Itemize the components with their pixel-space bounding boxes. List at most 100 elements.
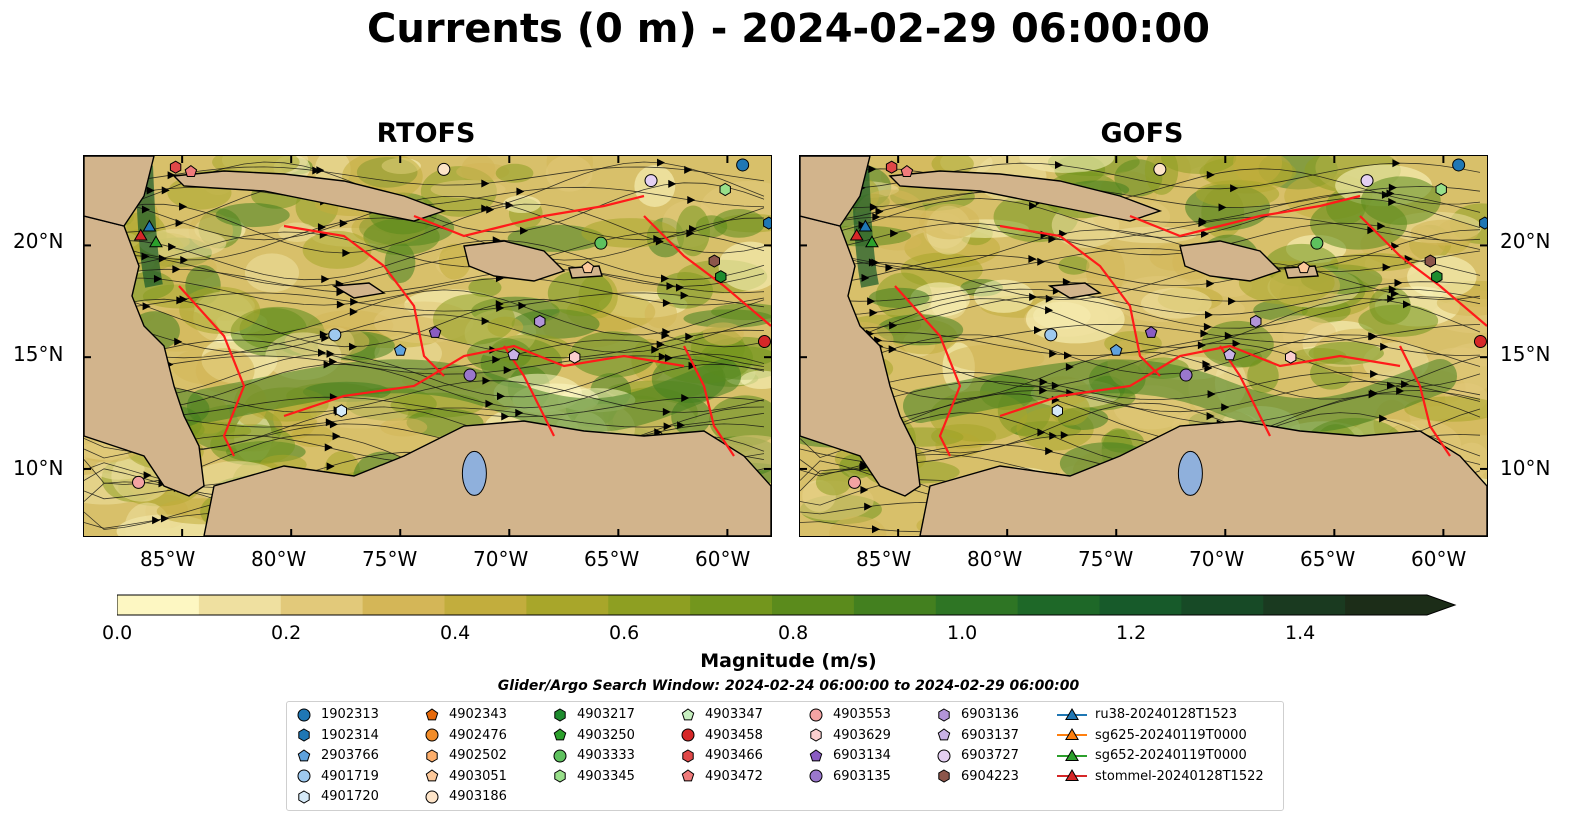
float-marker-4901720 (1051, 404, 1063, 418)
colorbar-segment (772, 595, 855, 615)
legend-triangle-icon (1065, 728, 1079, 740)
legend-label: 4903345 (577, 768, 635, 784)
float-marker-4903333 (594, 236, 608, 250)
float-marker-6903136 (1250, 314, 1262, 328)
map-canvas (84, 156, 771, 536)
streamline-arrow (492, 355, 501, 364)
streamline-arrow (1200, 329, 1209, 338)
legend-pentagon-icon (809, 748, 823, 761)
legend-label: 6903136 (961, 707, 1019, 722)
map-panel-gofs[interactable] (799, 155, 1488, 537)
colorbar-segment (935, 595, 1019, 615)
streamline (84, 289, 765, 336)
speed-patch (709, 395, 771, 446)
streamline-arrow (1045, 306, 1054, 315)
streamline (84, 396, 765, 418)
map-panel-rtofs[interactable] (83, 155, 772, 537)
lon-label-65-left: 65°W (584, 547, 640, 571)
legend-label: sg652-20240119T0000 (1095, 748, 1247, 763)
streamline-arrow (326, 462, 335, 471)
panel-title-rtofs: RTOFS (376, 118, 476, 149)
streamline-arrow (872, 525, 881, 534)
legend: 1902313 1902314 2903766 4901719 4901720 49023… (286, 701, 1284, 811)
streamline (800, 216, 1481, 241)
streamline-arrow (172, 265, 181, 274)
streamline-arrow (1382, 263, 1391, 272)
streamline-arrow (486, 205, 495, 214)
legend-item-4903250: 4903250 (551, 726, 635, 746)
colorbar-segment (1345, 595, 1428, 615)
lon-label-85-right: 85°W (856, 547, 912, 571)
streamline (84, 268, 765, 294)
speed-patch (511, 309, 600, 339)
streamline-arrow (1034, 326, 1043, 335)
streamline-arrow (663, 422, 672, 431)
colorbar-tick-3: 0.6 (609, 622, 640, 644)
south-america-land (919, 420, 1487, 536)
colorbar-segment (1099, 595, 1182, 615)
streamline-arrow (1388, 197, 1397, 206)
streamline-arrow (688, 361, 697, 370)
legend-marker-icon (1057, 707, 1087, 720)
streamline-arrow (481, 204, 490, 213)
legend-item-4903217: 4903217 (551, 705, 635, 725)
streamline (84, 407, 765, 428)
streamline-arrow (1370, 370, 1379, 379)
legend-item-sg652-20240119T0000: sg652-20240119T0000 (1057, 746, 1247, 766)
streamline-arrow (336, 300, 345, 309)
legend-marker-icon (681, 728, 695, 742)
legend-circle-icon (297, 708, 311, 721)
legend-label: 1902314 (321, 727, 379, 743)
streamline (800, 222, 1481, 256)
streamline-arrow (1380, 342, 1389, 351)
streamline-arrow (349, 307, 358, 316)
legend-triangle-icon (1065, 707, 1079, 720)
float-marker-6903137 (1223, 348, 1236, 361)
lake-maracaibo (461, 450, 487, 496)
legend-item-1902314: 1902314 (295, 726, 379, 746)
eez-boundary (283, 224, 445, 377)
lat-label-20-right: 20°N (1500, 229, 1551, 253)
speed-patch (1233, 156, 1283, 185)
streamline (800, 168, 1481, 205)
streamline-arrow (515, 408, 524, 417)
legend-marker-icon (809, 708, 823, 721)
streamline-arrow (1386, 381, 1395, 390)
float-marker-4903051 (1297, 261, 1311, 274)
legend-label: 4903186 (449, 789, 507, 804)
float-marker-6903727 (644, 174, 658, 188)
streamline-arrow (1377, 222, 1386, 231)
float-marker-6903134 (1144, 325, 1158, 338)
float-marker-4903472 (900, 164, 914, 177)
legend-marker-icon (1057, 748, 1087, 761)
float-marker-2903766 (393, 343, 407, 356)
streamline-arrow (153, 274, 162, 283)
legend-label: 4903051 (449, 768, 507, 784)
streamline (800, 298, 1481, 348)
streamline-arrow (1386, 189, 1395, 198)
legend-pentagon-icon (297, 748, 311, 761)
eez-boundary (1359, 215, 1487, 327)
streamline-arrow (141, 205, 150, 214)
streamline-arrow (689, 224, 698, 233)
streamline-arrow (651, 345, 660, 354)
speed-patch (215, 203, 290, 228)
legend-marker-icon (938, 769, 950, 783)
streamline-arrow (681, 393, 690, 402)
speed-patch (919, 203, 980, 240)
legend-hexagon-icon (810, 728, 822, 742)
float-marker-4903553 (132, 475, 146, 489)
central-america-land (800, 215, 921, 497)
legend-item-4903345: 4903345 (551, 767, 635, 787)
legend-hexagon-icon (682, 748, 694, 763)
glider-marker-stommel-20240128T1522 (133, 228, 148, 241)
speed-patch (1259, 315, 1336, 348)
legend-item-4903186: 4903186 (423, 787, 507, 807)
eez-boundary (999, 344, 1401, 418)
streamline-arrow (890, 229, 899, 238)
speed-patch (1140, 287, 1212, 319)
speed-patch (139, 228, 227, 259)
hispaniola-land (1179, 240, 1282, 282)
figure-title: Currents (0 m) - 2024-02-29 06:00:00 (367, 6, 1210, 52)
yucatan-land (84, 156, 155, 227)
